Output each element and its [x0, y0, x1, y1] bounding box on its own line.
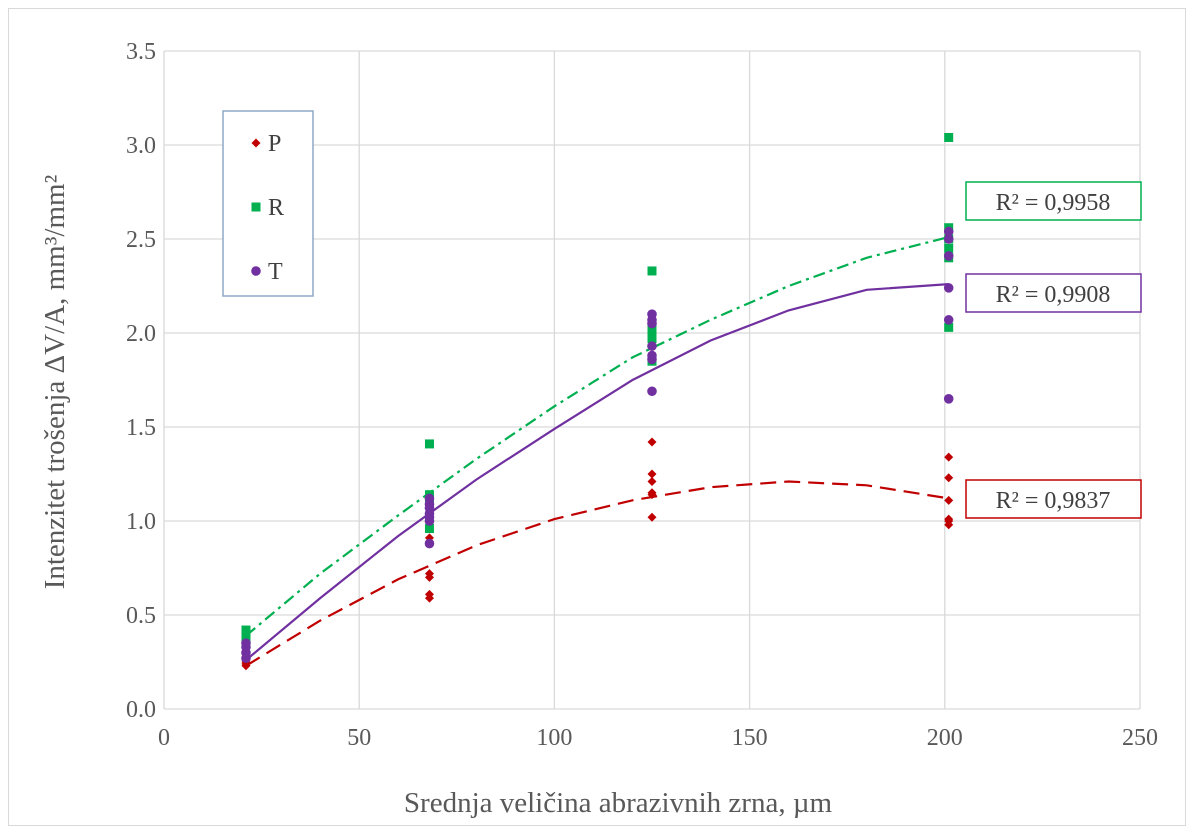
y-tick-label: 1.5: [126, 415, 156, 441]
data-point-t: [647, 309, 657, 320]
legend: P R T: [222, 110, 314, 297]
trendline-layer: [245, 236, 949, 667]
r2-box-p: [965, 479, 1142, 519]
y-tick-label: 0.5: [126, 603, 156, 629]
data-point-p: [647, 437, 657, 447]
y-tick-label: 2.0: [126, 321, 156, 347]
x-tick-label: 0: [158, 725, 170, 751]
legend-label-p: P: [268, 131, 281, 157]
data-point-t: [943, 394, 954, 404]
data-point-p: [647, 469, 657, 479]
trendline-p: [245, 480, 949, 667]
data-point-t: [424, 493, 435, 504]
data-point-t: [943, 283, 954, 293]
tick-layer: 0 50 100 150 200 250 0.0 0.5 1.0 1.5 2.0 2.5 3.0 3.5: [126, 39, 1158, 751]
r2-box-r: [965, 181, 1142, 221]
data-point-t: [943, 234, 954, 244]
trendline-r: [245, 236, 949, 637]
data-point-r: [241, 625, 251, 635]
r2-box-t: [965, 273, 1142, 313]
data-point-p: [424, 569, 434, 579]
data-point-p: [647, 488, 657, 498]
data-point-p: [647, 512, 657, 522]
chart-frame: 0 50 100 150 200 250 0.0 0.5 1.0 1.5 2.0 2.5 3.0 3.5 …: [8, 8, 1186, 826]
data-point-r: [647, 266, 657, 276]
data-point-t: [241, 638, 251, 648]
r2-label-t: R² = 0,9908: [996, 282, 1111, 308]
y-tick-label: 3.5: [126, 39, 156, 65]
x-axis-title: Srednja veličina abrazivnih zrna, µm: [404, 787, 833, 819]
data-point-p: [944, 473, 954, 483]
data-point-t: [647, 386, 657, 397]
y-tick-label: 1.0: [126, 509, 156, 535]
data-point-t: [943, 315, 954, 325]
x-tick-label: 250: [1122, 725, 1158, 751]
data-point-p: [424, 589, 434, 599]
legend-marker-p: [251, 138, 261, 148]
r2-label-layer: R² = 0,9837 R² = 0,9958 R² = 0,9908: [965, 181, 1142, 519]
data-point-t: [647, 341, 657, 351]
data-point-r: [647, 334, 657, 344]
r2-label-r: R² = 0,9958: [996, 190, 1111, 216]
data-point-p: [944, 514, 954, 524]
legend-label-r: R: [268, 195, 284, 221]
data-point-p: [647, 477, 657, 487]
y-axis-title: Intenzitet trošenja ΔV/A, mm³/mm²: [39, 174, 71, 589]
data-point-r: [647, 328, 657, 338]
y-tick-label: 2.5: [126, 227, 156, 253]
legend-label-t: T: [268, 259, 283, 285]
y-tick-label: 3.0: [126, 133, 156, 159]
data-point-r: [424, 439, 434, 449]
x-tick-label: 100: [536, 725, 572, 751]
y-tick-label: 0.0: [126, 697, 156, 723]
data-point-p: [944, 452, 954, 462]
grid-layer: [163, 50, 1141, 710]
data-point-t: [647, 350, 657, 361]
legend-marker-t: [251, 266, 261, 276]
data-point-r: [944, 322, 954, 332]
x-tick-label: 200: [927, 725, 963, 751]
data-point-p: [944, 495, 954, 505]
data-point-r: [944, 243, 954, 253]
data-point-t: [943, 251, 954, 261]
r2-label-p: R² = 0,9837: [996, 488, 1111, 514]
data-point-r: [944, 132, 954, 142]
trendline-t: [245, 283, 949, 661]
x-tick-label: 50: [347, 725, 371, 751]
data-point-t: [424, 538, 435, 549]
legend-marker-r: [251, 202, 261, 212]
data-point-r: [424, 524, 434, 534]
data-point-t: [943, 226, 954, 237]
scatter-chart: 0 50 100 150 200 2500.00.51.01.52.02.53.03.5 …: [39, 39, 1158, 819]
legend-box: [222, 110, 314, 297]
x-tick-label: 150: [732, 725, 768, 751]
point-layer: [241, 132, 954, 671]
